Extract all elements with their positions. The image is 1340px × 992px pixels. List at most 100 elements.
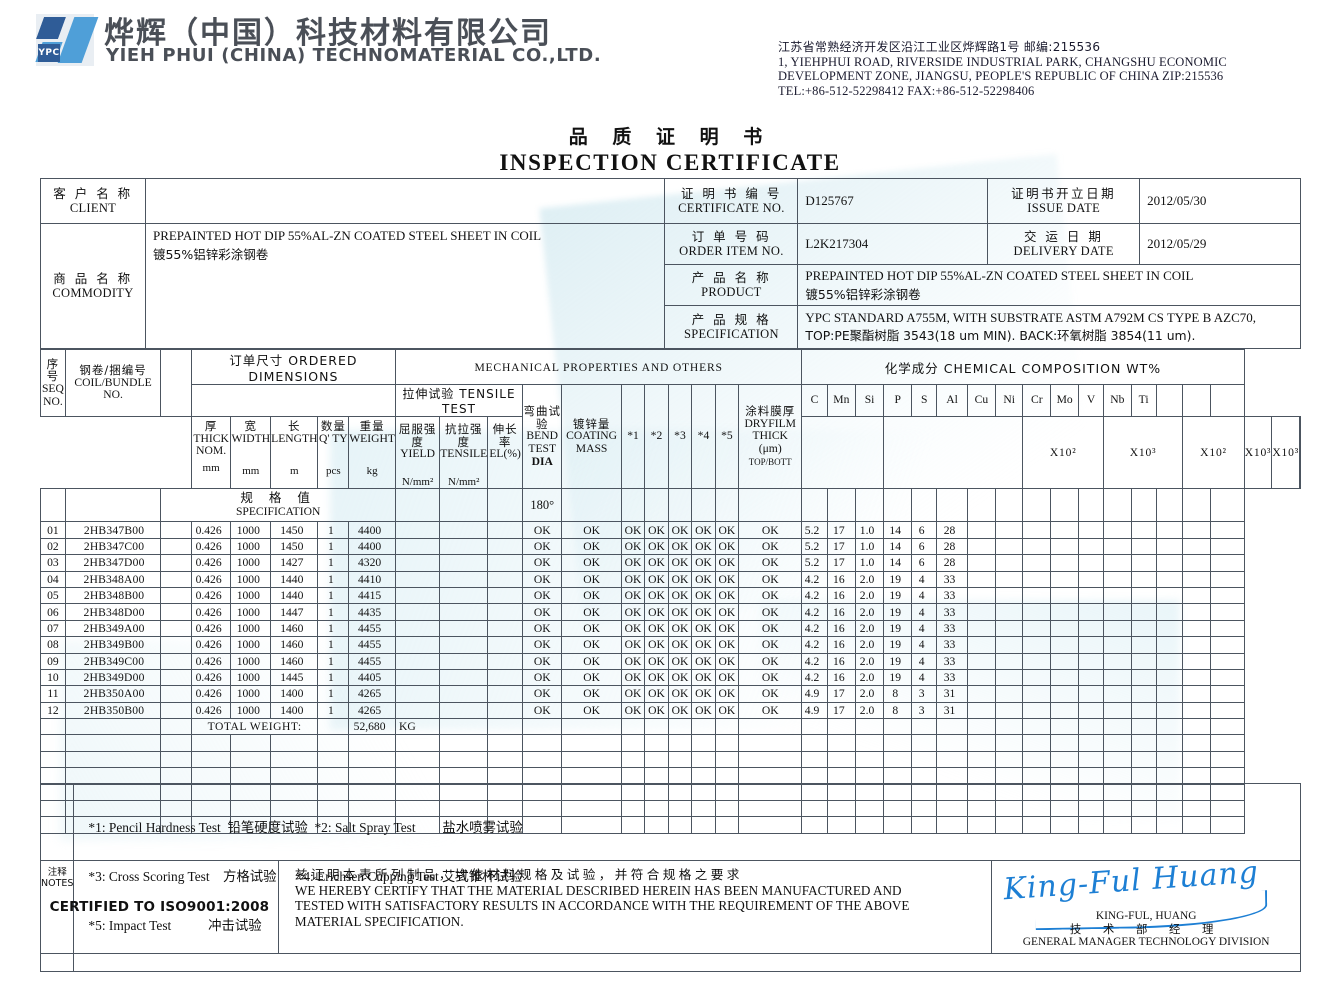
cell-star5: OK	[714, 521, 740, 539]
cell-p: 19	[883, 652, 913, 670]
cell-coil: 2HB349A00	[64, 619, 162, 638]
header-star3: *3	[667, 383, 693, 490]
certificate-no-value[interactable]: D125767	[797, 178, 989, 224]
cell-p: 19	[883, 668, 913, 687]
cell-ni	[994, 603, 1024, 621]
cell-v	[1078, 652, 1104, 670]
cell-coating-mass: OK	[561, 570, 622, 588]
cell-quantity: 1	[317, 603, 350, 621]
cell-mn: 16	[826, 636, 856, 654]
cell-cr	[1022, 652, 1052, 670]
empty-cell	[1050, 734, 1080, 752]
signer-info: KING-FUL, HUANG 技 术 部 经 理 GENERAL MANAGE…	[992, 910, 1300, 949]
cell-s: 4	[911, 619, 938, 638]
cell-elongation	[487, 652, 524, 670]
cell-mo	[1050, 570, 1080, 588]
signature-block: King-Ful Huang KING-FUL, HUANG 技 术 部 经 理…	[991, 855, 1301, 954]
issue-date-value[interactable]: 2012/05/30	[1139, 178, 1301, 224]
cell-quantity: 1	[317, 668, 350, 687]
cell-ti	[1130, 586, 1157, 605]
empty-cell	[738, 767, 803, 785]
cell-coating-mass: OK	[561, 603, 622, 621]
cell-width: 1000	[230, 636, 272, 654]
group-chemical-composition: 化学成分 CHEMICAL COMPOSITION WT%	[801, 349, 1245, 385]
table-row: 12 2HB350B00 0.426 1000 1400 1 4265 OK OK OK OK OK O…	[40, 701, 1301, 720]
cell-star5: OK	[714, 685, 740, 703]
cell-tensile	[439, 636, 489, 654]
header-chem-C: C	[801, 384, 828, 417]
cell-mo	[1050, 685, 1080, 703]
cell-yield	[394, 603, 441, 621]
cell-elongation	[487, 668, 524, 687]
cell-mo	[1050, 537, 1080, 556]
data-rows: 01 2HB347B00 0.426 1000 1450 1 4400 OK OK OK OK OK O…	[40, 521, 1301, 720]
header-yield: 屈服强度 YIELD N/mm²	[394, 415, 441, 490]
cell-seq: 04	[40, 570, 66, 588]
cell-x1	[1155, 701, 1184, 720]
empty-cell	[966, 767, 996, 785]
empty-cell	[691, 734, 716, 752]
header-chem-extra-1	[1155, 384, 1184, 417]
cell-star4: OK	[691, 685, 716, 703]
header-thickness: 厚 THICK NOM. mm	[190, 415, 232, 490]
cell-dryfilm: OK	[738, 668, 803, 687]
cell-star3: OK	[667, 619, 693, 638]
certification-statement: 兹证明本表所列制品，均依材料规格及试验，并符合规格之要求 WE HEREBY C…	[277, 860, 993, 954]
cell-ti	[1130, 652, 1157, 670]
cell-c: 5.2	[801, 537, 828, 556]
cell-cr	[1022, 701, 1052, 720]
spec-el	[487, 488, 524, 523]
cell-width: 1000	[230, 652, 272, 670]
cell-x3	[1209, 554, 1245, 572]
cell-coating-mass: OK	[561, 586, 622, 605]
empty-cell	[1102, 767, 1132, 785]
spec-coil	[64, 488, 162, 523]
cell-width: 1000	[230, 603, 272, 621]
delivery-date-value[interactable]: 2012/05/29	[1139, 223, 1301, 265]
group-ordered-dimensions: 订单尺寸 ORDERED DIMENSIONS	[190, 349, 396, 385]
total-weight-value: 52,680	[348, 718, 396, 736]
cell-star3: OK	[667, 603, 693, 621]
empty-cell	[1078, 767, 1104, 785]
cell-s: 4	[911, 603, 938, 621]
empty-cell	[1078, 750, 1104, 769]
total-weight-label: TOTAL WEIGHT:	[190, 718, 319, 736]
cell-tensile	[439, 554, 489, 572]
cell-x1	[1155, 636, 1184, 654]
cell-si: 2.0	[854, 636, 885, 654]
cell-bend: OK	[522, 554, 563, 572]
cell-tensile	[439, 586, 489, 605]
order-no-value[interactable]: L2K217304	[797, 223, 989, 265]
cell-length: 1400	[270, 701, 319, 720]
cell-dryfilm: OK	[738, 603, 803, 621]
cell-al: 31	[936, 701, 968, 720]
cell-c: 4.2	[801, 619, 828, 638]
empty-cell	[854, 750, 885, 769]
empty-row	[40, 767, 1301, 785]
cell-mo	[1050, 652, 1080, 670]
address-en-line1: 1, YIEHPHUI ROAD, RIVERSIDE INDUSTRIAL P…	[778, 54, 1227, 69]
product-line2: 镀55%铝锌彩涂钢卷	[805, 286, 921, 302]
cell-mn: 17	[826, 685, 856, 703]
cell-star4: OK	[691, 521, 716, 539]
client-value[interactable]	[144, 178, 666, 224]
cell-yield	[394, 668, 441, 687]
cell-c: 4.2	[801, 570, 828, 588]
empty-row	[40, 750, 1301, 769]
cell-al: 28	[936, 554, 968, 572]
empty-cell	[190, 750, 232, 769]
cell-star1: OK	[620, 537, 646, 556]
cell-v	[1078, 521, 1104, 539]
cell-star2: OK	[644, 570, 669, 588]
cell-thickness: 0.426	[190, 636, 232, 654]
cell-width: 1000	[230, 586, 272, 605]
cell-dryfilm: OK	[738, 701, 803, 720]
cell-star5: OK	[714, 537, 740, 556]
cell-thickness: 0.426	[190, 570, 232, 588]
table-row: 03 2HB347D00 0.426 1000 1427 1 4320 OK OK OK OK OK O…	[40, 554, 1301, 572]
cell-si: 2.0	[854, 570, 885, 588]
empty-cell	[64, 734, 162, 752]
cell-bend: OK	[522, 570, 563, 588]
table-row: 02 2HB347C00 0.426 1000 1450 1 4400 OK OK OK OK OK O…	[40, 537, 1301, 556]
cell-si: 1.0	[854, 554, 885, 572]
